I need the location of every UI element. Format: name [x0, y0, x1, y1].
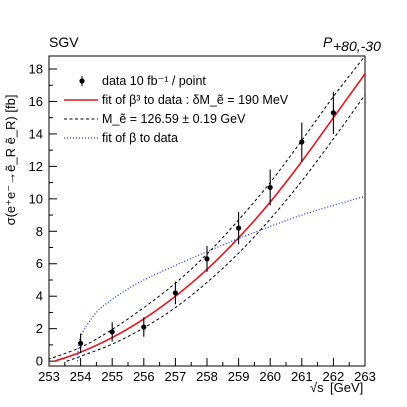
x-tick-label: 253 [38, 369, 60, 384]
x-axis-title: √s [GeV] [310, 380, 363, 395]
x-tick-label: 254 [70, 369, 92, 384]
polarization-symbol: P [323, 34, 333, 50]
y-axis-title: σ(e⁺e⁻→ẽ_R ẽ_R) [fb] [3, 95, 18, 226]
y-tick-label: 0 [36, 354, 43, 369]
legend-entry-band: M_ẽ = 126.59 ± 0.19 GeV [64, 112, 246, 126]
data-point [267, 184, 273, 191]
y-tick-label: 12 [29, 159, 43, 174]
data-point [299, 139, 305, 145]
legend-label-fit-beta: fit of β to data [102, 131, 178, 145]
polarization-label: P +80,-30 [323, 34, 381, 54]
data-points [78, 91, 336, 354]
legend-entry-fit-beta3: fit of β³ to data : δM_ẽ = 190 MeV [64, 93, 289, 107]
curve-band-lower [66, 94, 365, 362]
y-tick-label: 2 [36, 321, 43, 336]
data-point [109, 329, 115, 335]
data-point [78, 340, 84, 346]
legend-entry-fit-beta: fit of β to data [64, 131, 178, 145]
x-tick-label: 260 [259, 369, 281, 384]
y-tick-label: 14 [29, 126, 43, 141]
sgv-label: SGV [49, 34, 79, 50]
legend-entry-data: data 10 fb⁻¹ / point [79, 74, 206, 88]
x-axis-title-unit: [GeV] [330, 380, 363, 395]
data-point [141, 324, 147, 330]
x-tick-label: 255 [101, 369, 123, 384]
x-tick-label: 258 [196, 369, 218, 384]
y-tick-label: 16 [29, 94, 43, 109]
x-tick-label: 261 [291, 369, 313, 384]
x-tick-label: 256 [133, 369, 155, 384]
x-tick-label: 262 [323, 369, 345, 384]
y-tick-label: 10 [29, 191, 43, 206]
data-point [330, 110, 336, 116]
legend-label-fit-beta3: fit of β³ to data : δM_ẽ = 190 MeV [102, 93, 289, 107]
axis-ticks: 253 254 255 256 257 258 259 260 261 262 263 0 2 4 6 8 10… [29, 61, 376, 384]
legend-label-data: data 10 fb⁻¹ / point [102, 74, 206, 88]
data-point [236, 225, 242, 231]
y-tick-label: 18 [29, 61, 43, 76]
x-tick-label: 259 [228, 369, 250, 384]
data-point [172, 290, 178, 296]
y-tick-label: 8 [36, 224, 43, 239]
y-tick-label: 6 [36, 256, 43, 271]
y-tick-label: 4 [36, 289, 43, 304]
legend: data 10 fb⁻¹ / point fit of β³ to data :… [64, 74, 289, 145]
legend-label-band: M_ẽ = 126.59 ± 0.19 GeV [102, 112, 246, 126]
x-tick-label: 263 [354, 369, 376, 384]
data-point [204, 256, 210, 262]
polarization-values: +80,-30 [333, 38, 381, 54]
x-tick-label: 257 [165, 369, 187, 384]
x-axis-title-symbol: √s [310, 380, 324, 395]
curve-fit-beta [76, 195, 365, 362]
